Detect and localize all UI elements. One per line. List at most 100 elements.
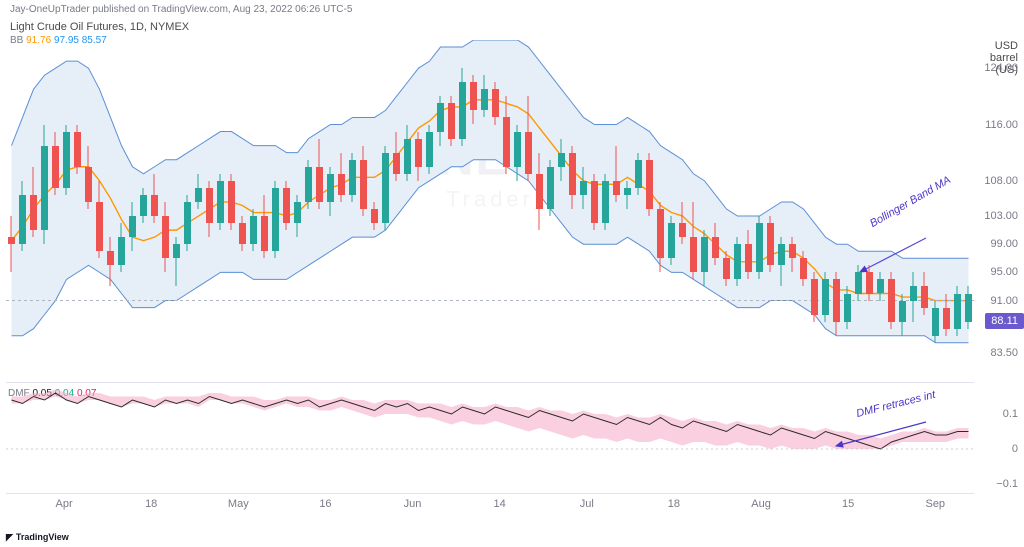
time-x-axis[interactable]: Apr18May16Jun14Jul18Aug15Sep xyxy=(6,498,974,518)
dmf-y-tick: 0 xyxy=(1012,443,1018,455)
candle xyxy=(855,40,861,378)
candle xyxy=(866,40,872,378)
price-y-axis[interactable]: USDbarrel (US) 124.00116.00108.00103.009… xyxy=(974,40,1024,378)
candle xyxy=(371,40,377,378)
dmf-y-tick: −0.1 xyxy=(996,478,1018,490)
candle xyxy=(426,40,432,378)
panel-separator[interactable] xyxy=(6,382,974,383)
x-tick: May xyxy=(228,498,249,510)
candle xyxy=(591,40,597,378)
candle xyxy=(833,40,839,378)
dmf-panel[interactable]: DMF 0.05 0.04 0.07 DMF retraces int 0.10… xyxy=(0,386,1024,491)
candle xyxy=(734,40,740,378)
candle xyxy=(404,40,410,378)
candle xyxy=(85,40,91,378)
candle xyxy=(877,40,883,378)
x-tick: 15 xyxy=(842,498,854,510)
x-tick: 18 xyxy=(145,498,157,510)
candle xyxy=(382,40,388,378)
candle xyxy=(459,40,465,378)
candle xyxy=(668,40,674,378)
candle xyxy=(118,40,124,378)
candle xyxy=(822,40,828,378)
candle xyxy=(19,40,25,378)
last-price-chip: 88.11 xyxy=(985,313,1024,329)
candle xyxy=(701,40,707,378)
tradingview-logo[interactable]: TradingView xyxy=(6,532,69,543)
price-plot-area[interactable]: ONEUP Trader Bollinger Band MA xyxy=(6,40,974,378)
candle xyxy=(393,40,399,378)
candle xyxy=(63,40,69,378)
dmf-cloud xyxy=(12,390,969,450)
dmf-plot-area[interactable]: DMF retraces int xyxy=(6,386,974,491)
candle xyxy=(250,40,256,378)
y-tick: 116.00 xyxy=(985,119,1018,131)
candle xyxy=(294,40,300,378)
candle xyxy=(503,40,509,378)
symbol-title[interactable]: Light Crude Oil Futures, 1D, NYMEX xyxy=(10,21,1014,33)
candle xyxy=(129,40,135,378)
candle xyxy=(305,40,311,378)
candle xyxy=(217,40,223,378)
candle xyxy=(283,40,289,378)
candle xyxy=(41,40,47,378)
x-tick: Jul xyxy=(580,498,594,510)
candle xyxy=(272,40,278,378)
candle xyxy=(690,40,696,378)
candle xyxy=(151,40,157,378)
candle xyxy=(613,40,619,378)
candle xyxy=(74,40,80,378)
candle xyxy=(239,40,245,378)
candle xyxy=(52,40,58,378)
candle xyxy=(679,40,685,378)
candle xyxy=(569,40,575,378)
candle xyxy=(800,40,806,378)
candle xyxy=(184,40,190,378)
candle xyxy=(492,40,498,378)
dmf-y-tick: 0.1 xyxy=(1003,408,1018,420)
candle xyxy=(415,40,421,378)
candle xyxy=(712,40,718,378)
dmf-svg-layer xyxy=(6,386,974,491)
candle xyxy=(448,40,454,378)
candle xyxy=(657,40,663,378)
x-tick: 18 xyxy=(668,498,680,510)
candle xyxy=(811,40,817,378)
main-price-panel[interactable]: ONEUP Trader Bollinger Band MA USDbarrel… xyxy=(0,40,1024,378)
candle xyxy=(932,40,938,378)
candle xyxy=(965,40,971,378)
candle xyxy=(723,40,729,378)
candle xyxy=(173,40,179,378)
x-tick: Jun xyxy=(404,498,422,510)
candle xyxy=(624,40,630,378)
candle xyxy=(228,40,234,378)
y-tick: 124.00 xyxy=(984,62,1018,74)
candle xyxy=(349,40,355,378)
candle xyxy=(360,40,366,378)
candle xyxy=(767,40,773,378)
candle xyxy=(140,40,146,378)
candle xyxy=(745,40,751,378)
y-tick: 95.00 xyxy=(990,266,1018,278)
candle xyxy=(921,40,927,378)
y-tick: 103.00 xyxy=(984,210,1018,222)
candle xyxy=(470,40,476,378)
candle xyxy=(602,40,608,378)
dmf-y-axis[interactable]: 0.1 0 −0.1 xyxy=(974,386,1024,491)
y-tick: 108.00 xyxy=(984,175,1018,187)
candle xyxy=(338,40,344,378)
candle xyxy=(536,40,542,378)
candle xyxy=(30,40,36,378)
y-tick: 83.50 xyxy=(990,347,1018,359)
candle xyxy=(558,40,564,378)
panel-separator-2 xyxy=(6,493,974,494)
x-tick: 14 xyxy=(494,498,506,510)
x-tick: Sep xyxy=(925,498,945,510)
candle xyxy=(778,40,784,378)
candle xyxy=(316,40,322,378)
publish-line: Jay-OneUpTrader published on TradingView… xyxy=(10,4,352,15)
y-tick: 91.00 xyxy=(990,295,1018,307)
y-tick: 99.00 xyxy=(990,238,1018,250)
candle xyxy=(162,40,168,378)
candle xyxy=(525,40,531,378)
